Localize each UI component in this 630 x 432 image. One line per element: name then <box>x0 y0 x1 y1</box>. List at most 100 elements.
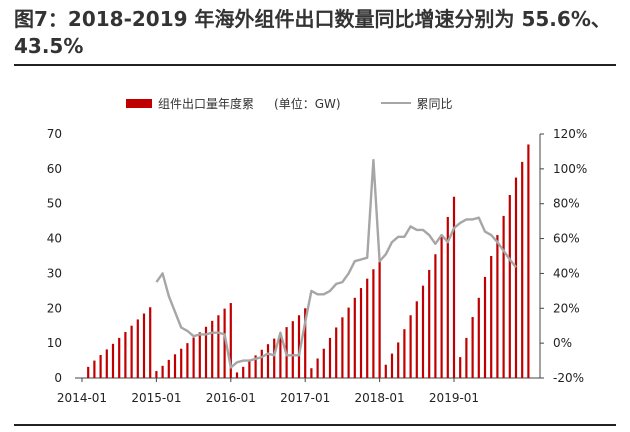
bar <box>291 321 294 378</box>
bar <box>397 342 400 378</box>
bar <box>434 254 437 378</box>
bar <box>459 357 462 378</box>
x-tick-label: 2017-01 <box>280 391 330 405</box>
legend-bar-entry: 组件出口量年度累 <box>126 95 254 112</box>
yoy-growth-line <box>155 158 517 369</box>
bar <box>130 325 133 378</box>
bar <box>310 368 313 378</box>
bar <box>111 343 115 378</box>
bar <box>483 276 487 378</box>
bar <box>173 354 177 378</box>
bar <box>273 338 276 378</box>
bar <box>105 349 108 378</box>
bar <box>316 358 319 378</box>
x-tick-label: 2016-01 <box>206 391 256 405</box>
bar <box>347 307 350 378</box>
bar <box>198 332 201 378</box>
bar <box>421 285 425 378</box>
bar <box>527 144 530 378</box>
x-tick-label: 2014-01 <box>57 391 107 405</box>
bar <box>304 308 307 378</box>
bar <box>242 366 245 378</box>
bar <box>328 337 332 378</box>
bar <box>465 337 468 378</box>
bar <box>322 348 325 378</box>
bar <box>415 301 418 378</box>
bar <box>372 269 375 378</box>
bar <box>366 278 369 378</box>
chart-legend: 组件出口量年度累 (单位：GW) 累同比 <box>126 93 453 113</box>
bar <box>428 269 431 378</box>
y-left-tick-label: 0 <box>54 371 62 385</box>
x-tick-label: 2018-01 <box>355 391 405 405</box>
bar <box>87 366 90 378</box>
bar <box>390 353 394 378</box>
bar <box>335 327 338 378</box>
legend-unit-label: (单位：GW) <box>274 96 341 111</box>
bar <box>260 349 263 378</box>
y-left-tick-label: 60 <box>47 162 62 176</box>
bar <box>136 319 139 378</box>
bar <box>180 348 183 378</box>
y-left-tick-label: 20 <box>47 301 62 315</box>
y-left-tick-label: 40 <box>47 232 62 246</box>
bar <box>229 303 232 378</box>
y-right-tick-label: 20% <box>553 301 580 315</box>
bar <box>403 329 406 378</box>
y-left-tick-label: 70 <box>47 127 62 141</box>
chart-title: 图7：2018-2019 年海外组件出口数量同比增速分别为 55.6%、43.5… <box>14 7 611 58</box>
y-right-tick-label: 40% <box>553 266 580 280</box>
bar <box>279 333 282 378</box>
legend-bar-swatch <box>126 98 152 108</box>
bar <box>297 315 301 378</box>
y-right-tick-label: 0% <box>553 336 572 350</box>
title-divider <box>14 64 616 66</box>
bar <box>204 326 208 378</box>
bar <box>452 196 456 378</box>
bar <box>186 343 189 378</box>
bar <box>409 315 412 378</box>
y-left-tick-label: 10 <box>47 336 62 350</box>
bar <box>490 256 493 378</box>
bar <box>167 359 170 378</box>
y-left-tick-label: 30 <box>47 266 62 280</box>
bar <box>93 360 96 378</box>
bottom-divider <box>14 424 616 426</box>
bar <box>440 235 443 378</box>
bar <box>155 371 158 378</box>
bar <box>521 161 524 378</box>
legend-bar-label: 组件出口量年度累 <box>158 96 255 111</box>
bar <box>496 235 499 378</box>
bar <box>248 361 251 378</box>
bar <box>341 317 344 378</box>
bar <box>149 307 152 378</box>
y-right-tick-label: 120% <box>553 127 587 141</box>
y-right-tick-label: 80% <box>553 197 580 211</box>
bar <box>353 297 356 378</box>
y-right-tick-label: 100% <box>553 162 587 176</box>
bar <box>514 177 518 378</box>
bar <box>508 195 511 378</box>
legend-line-swatch <box>380 102 411 104</box>
bar <box>217 315 220 378</box>
x-tick-label: 2019-01 <box>429 391 479 405</box>
bar <box>211 320 214 378</box>
bar <box>118 337 121 378</box>
bar <box>477 297 480 378</box>
bar <box>378 261 381 378</box>
bar <box>384 364 387 378</box>
bar <box>254 355 257 378</box>
bar <box>99 354 102 378</box>
legend-line-label: 累同比 <box>416 96 453 111</box>
y-left-tick-label: 50 <box>47 197 62 211</box>
bar <box>192 337 195 378</box>
bar <box>223 308 226 378</box>
x-tick-label: 2015-01 <box>131 391 181 405</box>
bar <box>266 344 270 378</box>
y-right-tick-label: -20% <box>553 371 584 385</box>
bar <box>235 372 239 378</box>
bar <box>161 365 164 378</box>
bar <box>124 331 127 378</box>
bar <box>446 216 449 378</box>
